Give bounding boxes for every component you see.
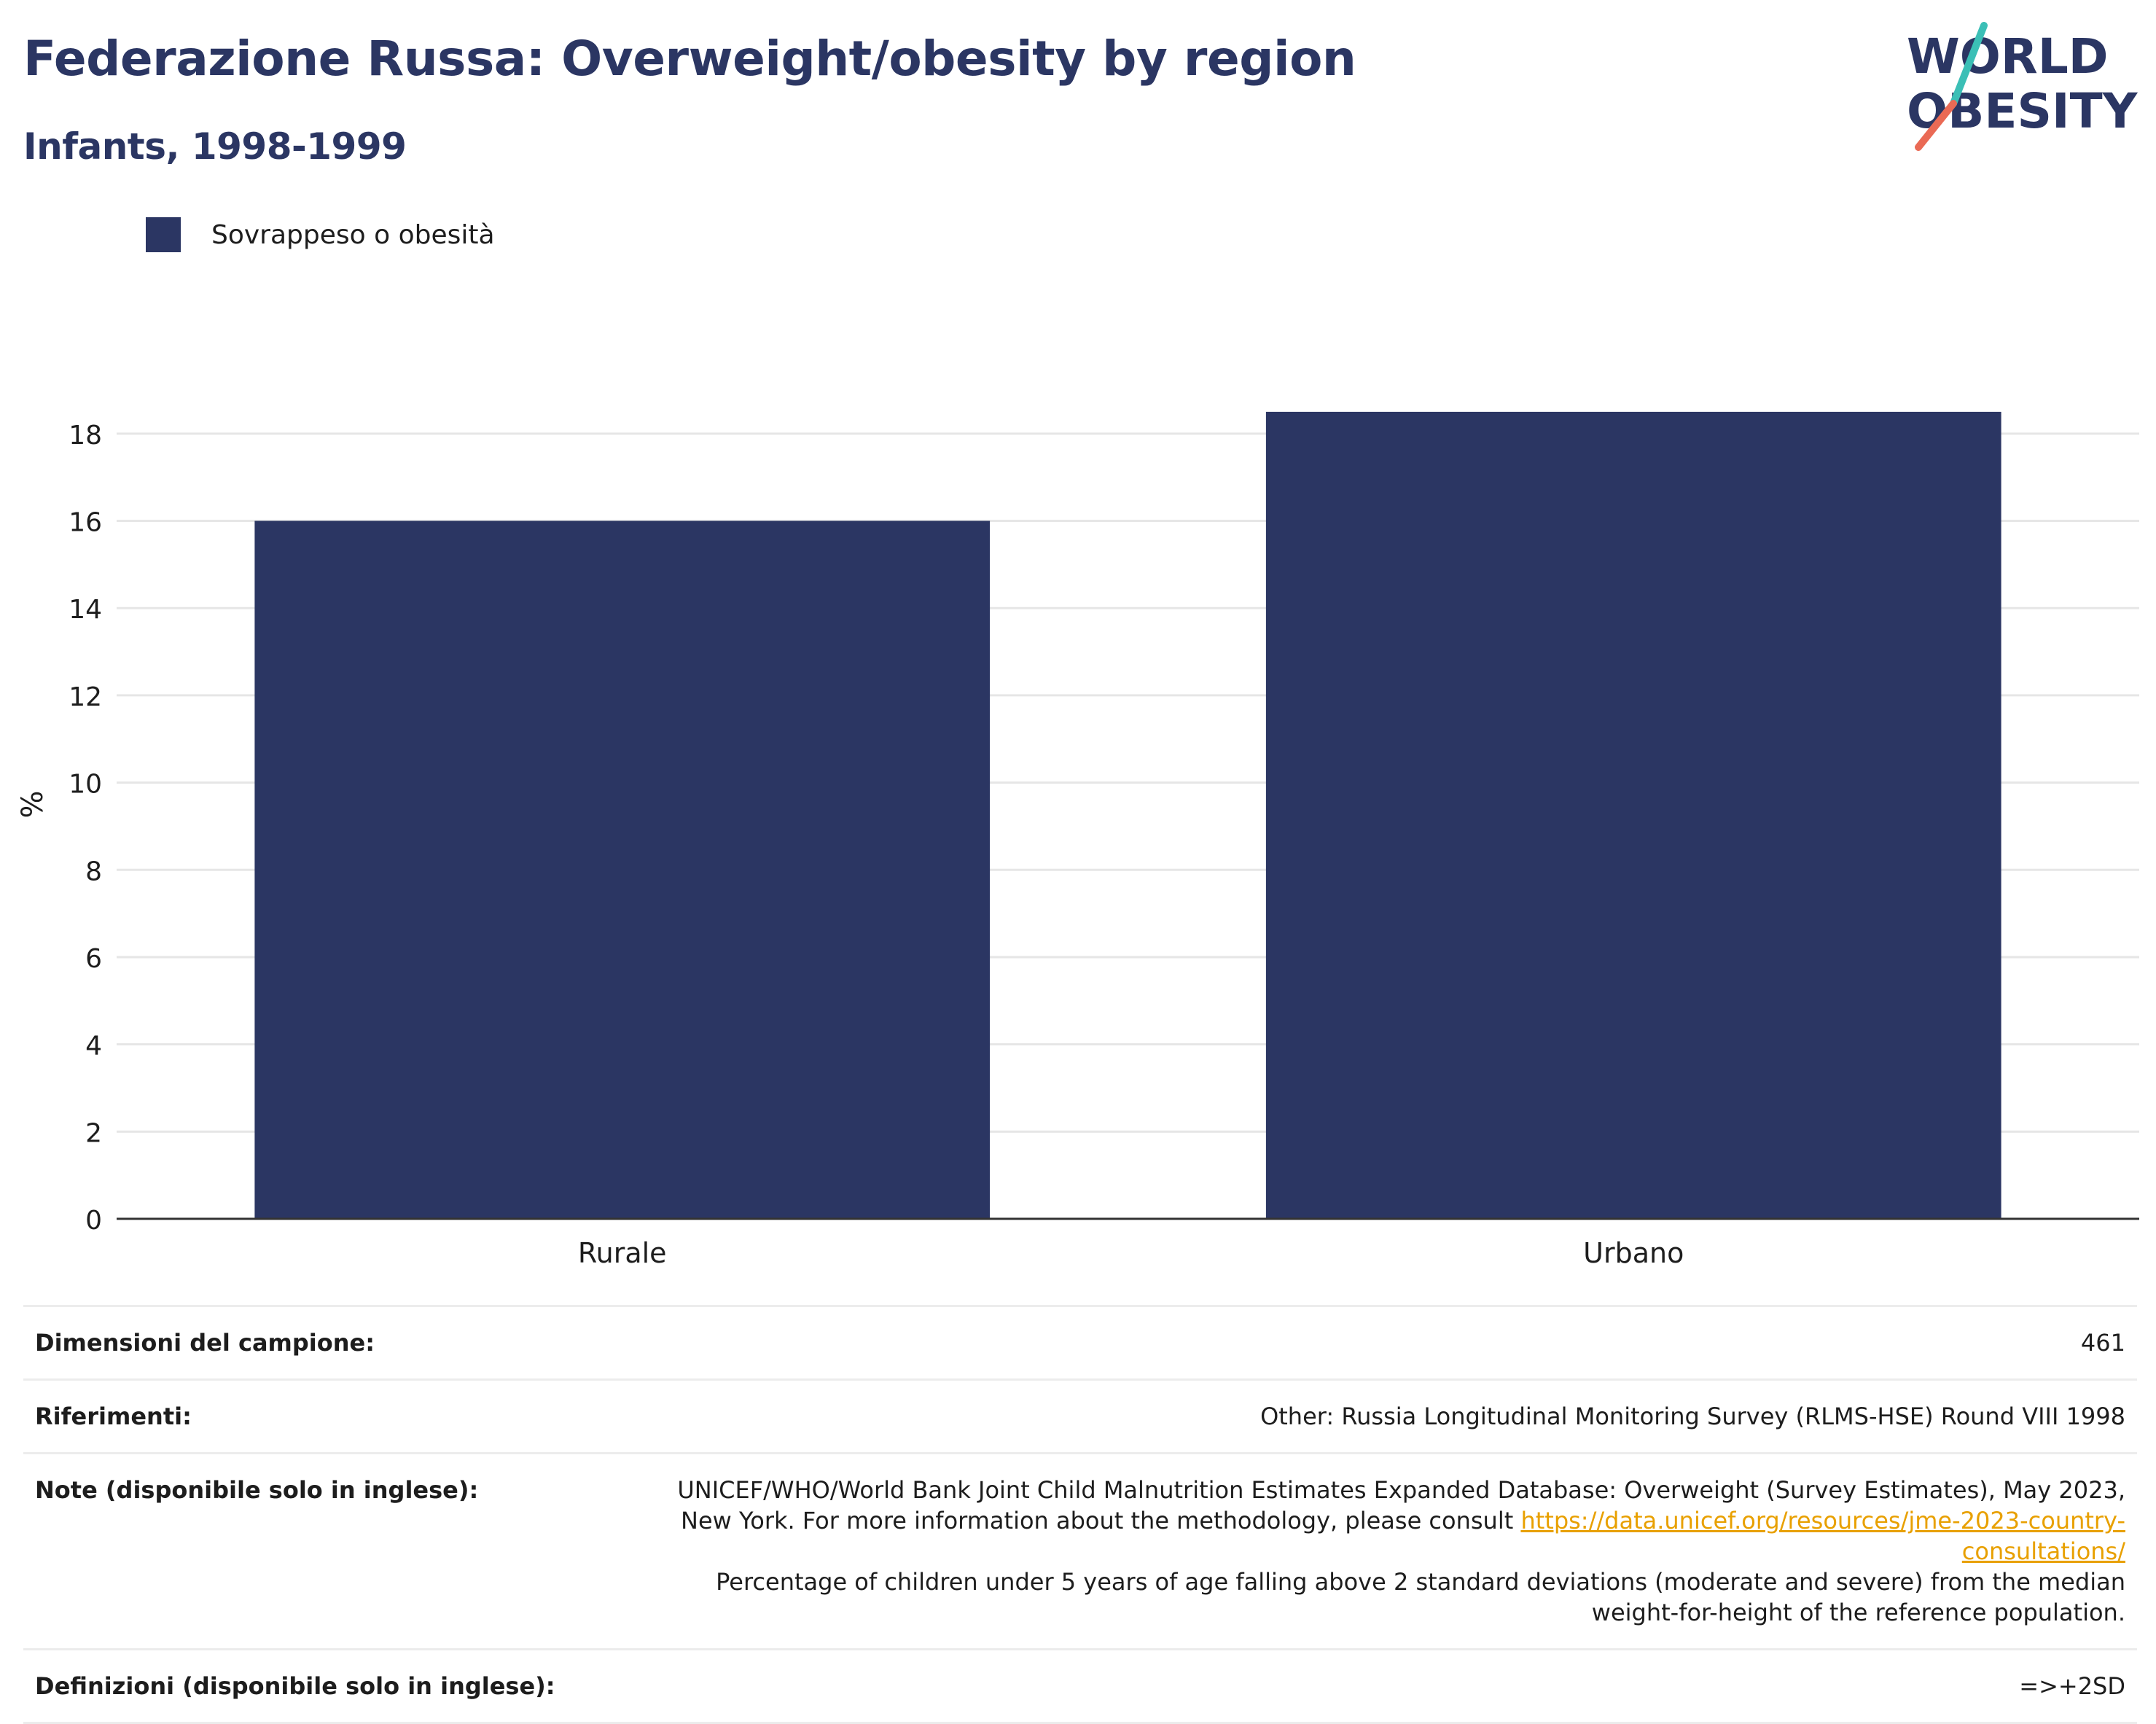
definitions-label: Definizioni (disponibile solo in inglese… xyxy=(23,1648,615,1724)
info-row-definitions: Definizioni (disponibile solo in inglese… xyxy=(23,1648,2137,1724)
info-row-notes: Note (disponibile solo in inglese): UNIC… xyxy=(23,1452,2137,1650)
y-tick-label: 16 xyxy=(69,508,102,538)
logo-slash-teal xyxy=(1950,22,1988,107)
sample-size-label: Dimensioni del campione: xyxy=(23,1305,615,1380)
y-tick-labels: 0 2 4 6 8 10 12 14 16 18 xyxy=(69,421,102,1236)
y-tick-label: 12 xyxy=(69,682,102,712)
references-value: Other: Russia Longitudinal Monitoring Su… xyxy=(615,1378,2137,1454)
y-axis-label: % xyxy=(16,790,50,818)
y-tick-label: 8 xyxy=(85,857,102,886)
legend-swatch xyxy=(146,217,181,252)
y-tick-label: 0 xyxy=(85,1206,102,1236)
info-row-references: Riferimenti: Other: Russia Longitudinal … xyxy=(23,1378,2137,1454)
info-row-sample: Dimensioni del campione: 461 xyxy=(23,1305,2137,1380)
logo-word-world: WORLD xyxy=(1907,28,2109,85)
legend-label: Sovrappeso o obesità xyxy=(211,219,495,250)
bar-chart: 0 2 4 6 8 10 12 14 16 18 Rurale Urbano % xyxy=(16,411,2139,1269)
chart-subtitle: Infants, 1998-1999 xyxy=(23,125,407,168)
bars xyxy=(254,411,2001,1219)
bar-urbano xyxy=(1265,411,2001,1219)
x-tick-labels: Rurale Urbano xyxy=(578,1237,1684,1269)
y-tick-label: 4 xyxy=(85,1031,102,1061)
notes-label: Note (disponibile solo in inglese): xyxy=(23,1452,615,1650)
sample-size-value: 461 xyxy=(615,1305,2137,1380)
x-tick-label: Urbano xyxy=(1583,1237,1684,1269)
bar-rurale xyxy=(254,520,991,1219)
notes-link[interactable]: https://data.unicef.org/resources/jme-20… xyxy=(1520,1507,2125,1565)
logo-slash-coral xyxy=(1915,100,1957,151)
chart-legend: Sovrappeso o obesità xyxy=(146,216,495,254)
y-tick-label: 10 xyxy=(69,770,102,800)
references-label: Riferimenti: xyxy=(23,1378,615,1454)
notes-text-1: UNICEF/WHO/World Bank Joint Child Malnut… xyxy=(677,1476,2125,1534)
world-obesity-logo: WORLD OBESITY xyxy=(1907,22,2139,151)
definitions-value: =>+2SD xyxy=(615,1648,2137,1724)
y-tick-label: 14 xyxy=(69,595,102,625)
y-tick-label: 2 xyxy=(85,1118,102,1148)
notes-text-2: Percentage of children under 5 years of … xyxy=(716,1568,2125,1626)
x-tick-label: Rurale xyxy=(578,1237,667,1269)
info-table: Dimensioni del campione: 461 Riferimenti… xyxy=(23,1305,2137,1724)
y-tick-label: 18 xyxy=(69,421,102,450)
y-tick-label: 6 xyxy=(85,944,102,974)
chart-title: Federazione Russa: Overweight/obesity by… xyxy=(23,31,1356,87)
notes-value: UNICEF/WHO/World Bank Joint Child Malnut… xyxy=(615,1452,2137,1650)
